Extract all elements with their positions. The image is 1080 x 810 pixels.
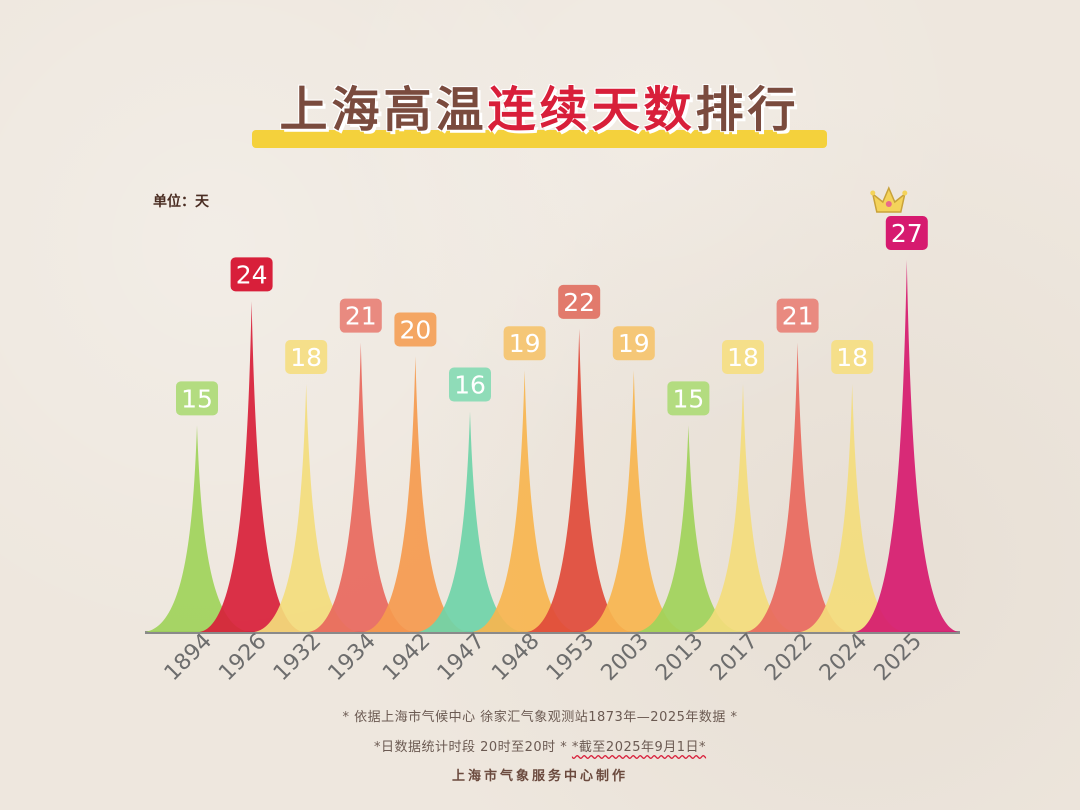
value-label: 15 [181,384,213,413]
value-label: 19 [618,329,650,358]
crown-icon [870,186,908,213]
value-label-box [612,326,655,361]
x-tick-label: 1934 [324,629,381,686]
x-tick-label: 1894 [160,629,217,686]
spike-1942 [363,356,468,632]
spike-2022 [745,342,850,632]
cutoff-date-note: *截至2025年9月1日* [571,740,707,755]
spike-2024 [800,384,905,632]
spike-1947 [418,411,522,632]
x-tick-label: 2013 [651,629,708,686]
chart-title: 上海高温连续天数排行 [252,78,827,150]
value-label-box [230,257,273,292]
x-tick-label: 2017 [706,629,763,686]
value-label: 20 [399,315,431,344]
spike-1932 [254,384,359,632]
x-tick-label: 1953 [542,629,599,686]
producer-credit: 上海市气象服务中心制作 [451,769,628,784]
value-label-box [176,381,218,416]
value-label: 15 [672,384,704,413]
title-part-2: 连续天数 [487,82,696,138]
unit-label: 单位：天 [153,194,209,210]
value-label-box [885,216,928,250]
value-label-box [831,340,874,374]
title-part-3: 排行 [695,82,800,138]
spike-chart: 15 1894 24 1926 18 1932 21 1934 20 1942 16 1947 19 19… [145,186,960,686]
value-label-box [449,367,491,402]
x-tick-label: 1926 [214,629,271,686]
value-label: 22 [563,288,595,317]
period-note-text: *日数据统计时段 20时至20时 * [373,740,572,755]
x-tick-label: 2024 [815,629,872,686]
value-label: 18 [290,343,322,372]
value-label-box [394,312,437,347]
value-label: 21 [345,302,377,331]
source-note: * 依据上海市气候中心 徐家汇气象观测站1873年—2025年数据 * [342,710,738,725]
value-label-box [722,340,764,374]
value-label: 16 [454,371,486,400]
x-tick-label: 1932 [269,629,326,686]
spike-2025 [854,260,959,632]
value-label-box [503,326,546,361]
title-highlight-bar [252,130,827,148]
value-label-box [667,381,710,416]
value-label: 18 [836,343,868,372]
value-label-box [285,340,328,374]
period-note: *日数据统计时段 20时至20时 * *截至2025年9月1日* [0,736,1080,755]
x-tick-label: 1942 [378,629,435,686]
spike-1926 [199,301,304,632]
spike-2017 [691,384,795,632]
value-label: 27 [891,219,923,248]
x-tick-label: 2003 [597,629,654,686]
x-tick-label: 1947 [433,629,490,686]
value-label: 24 [236,260,268,289]
x-tick-label: 2022 [760,629,817,686]
value-label: 21 [782,302,814,331]
spike-1953 [527,328,632,632]
spike-2013 [636,425,741,632]
x-tick-label: 2025 [870,629,927,686]
value-label: 19 [509,329,541,358]
spike-1894 [145,425,249,632]
title-text: 上海高温连续天数排行 [252,78,827,142]
spike-2003 [581,370,686,632]
value-label-box [558,284,601,319]
spike-1948 [472,370,577,632]
value-label-box [776,298,819,333]
x-tick-label: 1948 [487,629,544,686]
title-part-1: 上海高温 [279,82,488,138]
spike-1934 [308,342,413,632]
value-label: 18 [727,343,759,372]
value-label-box [339,298,382,333]
